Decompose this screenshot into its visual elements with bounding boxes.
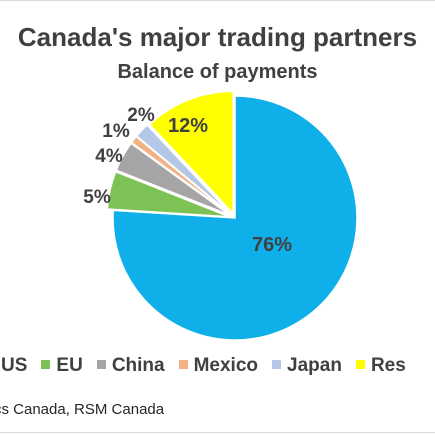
chart-subtitle: Balance of payments: [117, 61, 318, 83]
legend-swatch: [355, 360, 365, 370]
legend-label: US: [1, 355, 28, 376]
legend-label: Japan: [287, 355, 342, 376]
pie-slice-japan: [135, 123, 232, 215]
chart-border-bottom: [0, 432, 435, 433]
chart-legend: US EU China Mexico Japan Res: [0, 355, 420, 377]
legend-label: China: [111, 355, 165, 376]
legend-swatch: [272, 360, 282, 370]
data-label-eu: 5%: [83, 187, 111, 208]
legend-swatch: [96, 360, 106, 370]
pie-slice-eu: [106, 170, 230, 218]
legend-item-us: US: [0, 355, 27, 377]
pie-slice-rest: [148, 90, 234, 216]
chart-border-top: [0, 0, 435, 1]
data-label-japan: 2%: [127, 105, 155, 126]
data-label-china: 4%: [95, 146, 123, 167]
legend-label: Res: [370, 355, 406, 376]
legend-swatch: [41, 360, 51, 370]
legend-swatch: [178, 360, 188, 370]
data-label-us: 76%: [252, 234, 292, 256]
pie-slice-china: [115, 142, 231, 216]
data-label-mexico: 1%: [102, 121, 130, 142]
legend-item-eu: EU: [41, 355, 83, 377]
legend-item-res: Res: [355, 355, 406, 377]
legend-item-japan: Japan: [272, 355, 342, 377]
legend-label: EU: [56, 355, 83, 376]
legend-item-china: China: [96, 355, 165, 377]
chart-title: Canada's major trading partners: [17, 22, 418, 52]
pie-slice-us: [112, 95, 358, 341]
legend-item-mexico: Mexico: [178, 355, 259, 377]
data-label-rest: 12%: [168, 115, 208, 137]
legend-label: Mexico: [193, 355, 259, 376]
chart-source: cs Canada, RSM Canada: [0, 401, 165, 418]
